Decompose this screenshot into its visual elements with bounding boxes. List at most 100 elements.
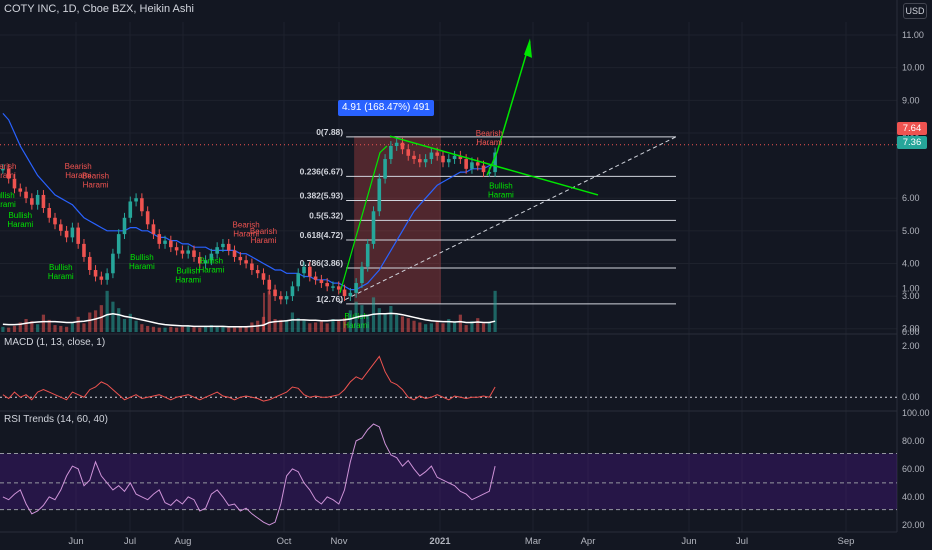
volume-bar xyxy=(458,314,462,332)
pattern-label: Harami xyxy=(7,220,33,229)
volume-bar xyxy=(59,325,63,332)
candle-body xyxy=(174,247,179,251)
time-axis-label: Jun xyxy=(68,536,83,547)
volume-bar xyxy=(47,319,51,332)
volume-bar xyxy=(331,319,335,332)
volume-bar xyxy=(325,323,329,332)
candle-body xyxy=(197,256,202,264)
candle-body xyxy=(99,276,104,280)
pattern-label: Bearish xyxy=(65,162,92,171)
candle-body xyxy=(394,142,399,146)
volume-bar xyxy=(302,319,306,332)
pattern-label: Harami xyxy=(488,190,514,199)
volume-bar xyxy=(476,318,480,332)
volume-bar xyxy=(221,326,225,332)
volume-bar xyxy=(209,325,213,332)
pattern-label: Bullish xyxy=(8,211,32,220)
volume-bar xyxy=(122,319,127,332)
volume-bar xyxy=(175,327,179,332)
volume-bar xyxy=(319,321,323,332)
volume-bar xyxy=(1,326,5,332)
candle-body xyxy=(111,253,115,274)
volume-bar xyxy=(70,322,74,332)
descending-trendline xyxy=(389,135,599,196)
candle-body xyxy=(1,168,5,171)
pattern-label: Bearish xyxy=(82,172,109,181)
candle-body xyxy=(244,260,248,264)
candle-body xyxy=(470,162,474,169)
volume-bar xyxy=(244,325,248,332)
rsi-axis-label: 20.00 xyxy=(902,520,925,530)
candle-body xyxy=(319,279,324,284)
volume-bar xyxy=(273,319,277,332)
projection-arrow-head xyxy=(524,38,532,58)
candle-body xyxy=(296,273,301,287)
candle-body xyxy=(464,159,468,169)
fib-level-label: 0.786(3.86) xyxy=(300,258,344,268)
volume-bar xyxy=(452,322,457,332)
volume-bar xyxy=(134,320,138,332)
candle-body xyxy=(169,240,173,248)
candle-body xyxy=(493,152,497,173)
volume-bar xyxy=(493,290,497,332)
candle-body xyxy=(348,292,353,297)
pattern-label: Bullish xyxy=(176,266,200,275)
candle-body xyxy=(383,159,387,179)
rsi-axis-label: 80.00 xyxy=(902,436,925,446)
volume-bar xyxy=(389,306,393,332)
time-axis-label: Jun xyxy=(681,536,696,547)
volume-bar xyxy=(290,312,295,332)
candle-body xyxy=(226,243,231,251)
candle-body xyxy=(406,149,411,156)
candle-body xyxy=(203,260,208,264)
candle-body xyxy=(209,253,214,261)
candle-body xyxy=(59,224,63,231)
currency-button[interactable]: USD xyxy=(903,3,927,19)
candle-body xyxy=(423,159,428,163)
pattern-label: Bullish xyxy=(200,256,224,265)
candle-body xyxy=(250,263,254,270)
time-axis-label: Sep xyxy=(838,536,855,547)
candle-body xyxy=(93,270,98,277)
candle-body xyxy=(140,198,144,212)
macd-axis-label: 2.00 xyxy=(902,341,920,351)
pattern-label: Bullish xyxy=(49,263,73,272)
candle-body xyxy=(24,191,28,199)
pattern-label: Harami xyxy=(65,171,91,180)
volume-bar xyxy=(227,327,231,332)
volume-bar xyxy=(215,325,219,332)
candle-body xyxy=(145,211,150,225)
volume-bar xyxy=(424,324,428,332)
time-axis-label: Jul xyxy=(124,536,136,547)
candle-body xyxy=(238,256,243,261)
pattern-label: Bullish xyxy=(489,181,513,190)
candle-body xyxy=(342,289,347,297)
pattern-label: Harami xyxy=(233,230,259,239)
volume-bar xyxy=(342,318,347,332)
candle-body xyxy=(122,217,127,235)
macd-line xyxy=(2,355,496,402)
measure-label: 4.91 (168.47%) 491 xyxy=(338,100,434,116)
volume-bar xyxy=(24,319,28,332)
volume-bar xyxy=(105,290,109,332)
candle-body xyxy=(41,194,46,208)
volume-bar xyxy=(395,314,399,332)
volume-bar xyxy=(88,312,92,332)
volume-bar xyxy=(470,321,474,332)
rise-arrow-line xyxy=(339,145,388,294)
candle-body xyxy=(365,243,370,267)
volume-bar xyxy=(117,308,121,332)
volume-bar xyxy=(481,323,486,332)
volume-bar xyxy=(406,318,410,332)
volume-bar xyxy=(279,319,283,332)
candle-body xyxy=(64,230,69,238)
volume-bar xyxy=(64,326,69,332)
volume-bar xyxy=(418,322,422,332)
volume-bar xyxy=(464,325,468,332)
pattern-label: Bullish xyxy=(130,253,154,262)
candle-body xyxy=(412,155,416,160)
price-axis-label: 4.00 xyxy=(902,258,920,268)
fib-level-label: 0.236(6.67) xyxy=(300,166,344,176)
candle-body xyxy=(35,194,40,205)
